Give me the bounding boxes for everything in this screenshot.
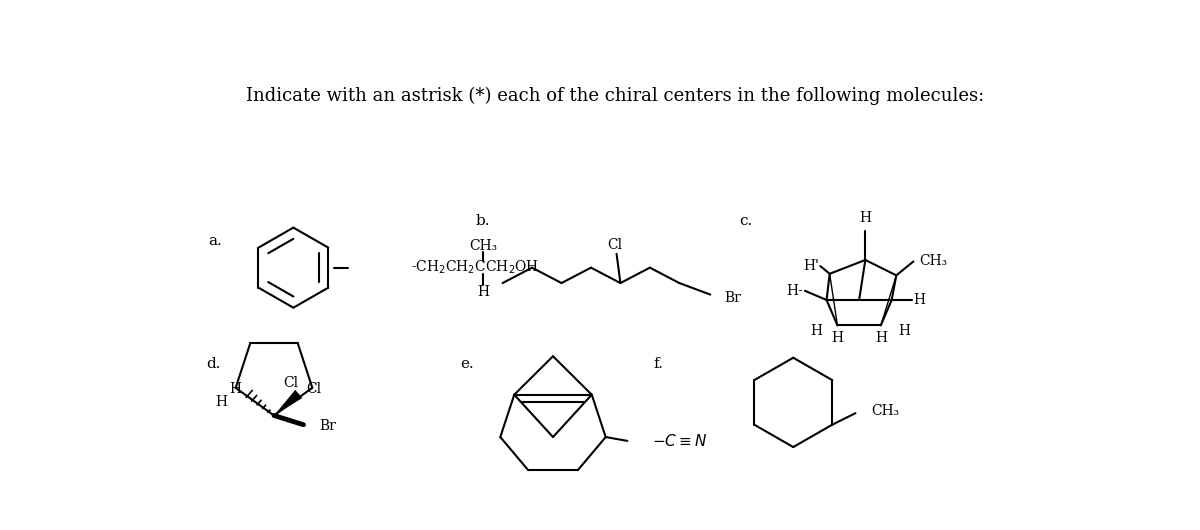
Text: H-: H- (786, 284, 803, 298)
Text: f.: f. (654, 357, 664, 371)
Text: H': H' (803, 259, 818, 273)
Text: $-C{\equiv}N$: $-C{\equiv}N$ (653, 433, 707, 449)
Text: H: H (859, 210, 871, 225)
Text: Cl: Cl (607, 237, 623, 252)
Text: H: H (913, 293, 925, 307)
Text: -CH$_2$CH$_2$CCH$_2$OH: -CH$_2$CH$_2$CCH$_2$OH (412, 259, 540, 276)
Text: CH₃: CH₃ (469, 239, 497, 253)
Text: H: H (810, 324, 822, 338)
Text: H: H (216, 395, 228, 409)
Text: a.: a. (208, 234, 222, 248)
Text: Cl: Cl (306, 382, 322, 395)
Text: b.: b. (475, 215, 490, 228)
Text: Br: Br (319, 419, 336, 433)
Text: H: H (898, 324, 910, 338)
Text: H: H (875, 331, 887, 346)
Text: CH₃: CH₃ (871, 404, 899, 418)
Text: d.: d. (206, 357, 221, 371)
Text: CH₃: CH₃ (919, 254, 948, 269)
Text: H: H (229, 382, 241, 395)
Text: H: H (832, 331, 844, 346)
Text: Br: Br (725, 292, 742, 305)
Text: c.: c. (739, 215, 752, 228)
Text: e.: e. (460, 357, 474, 371)
Polygon shape (274, 390, 302, 416)
Text: Cl: Cl (283, 376, 299, 390)
Text: H: H (478, 285, 490, 299)
Text: Indicate with an astrisk (*) each of the chiral centers in the following molecul: Indicate with an astrisk (*) each of the… (246, 87, 984, 105)
